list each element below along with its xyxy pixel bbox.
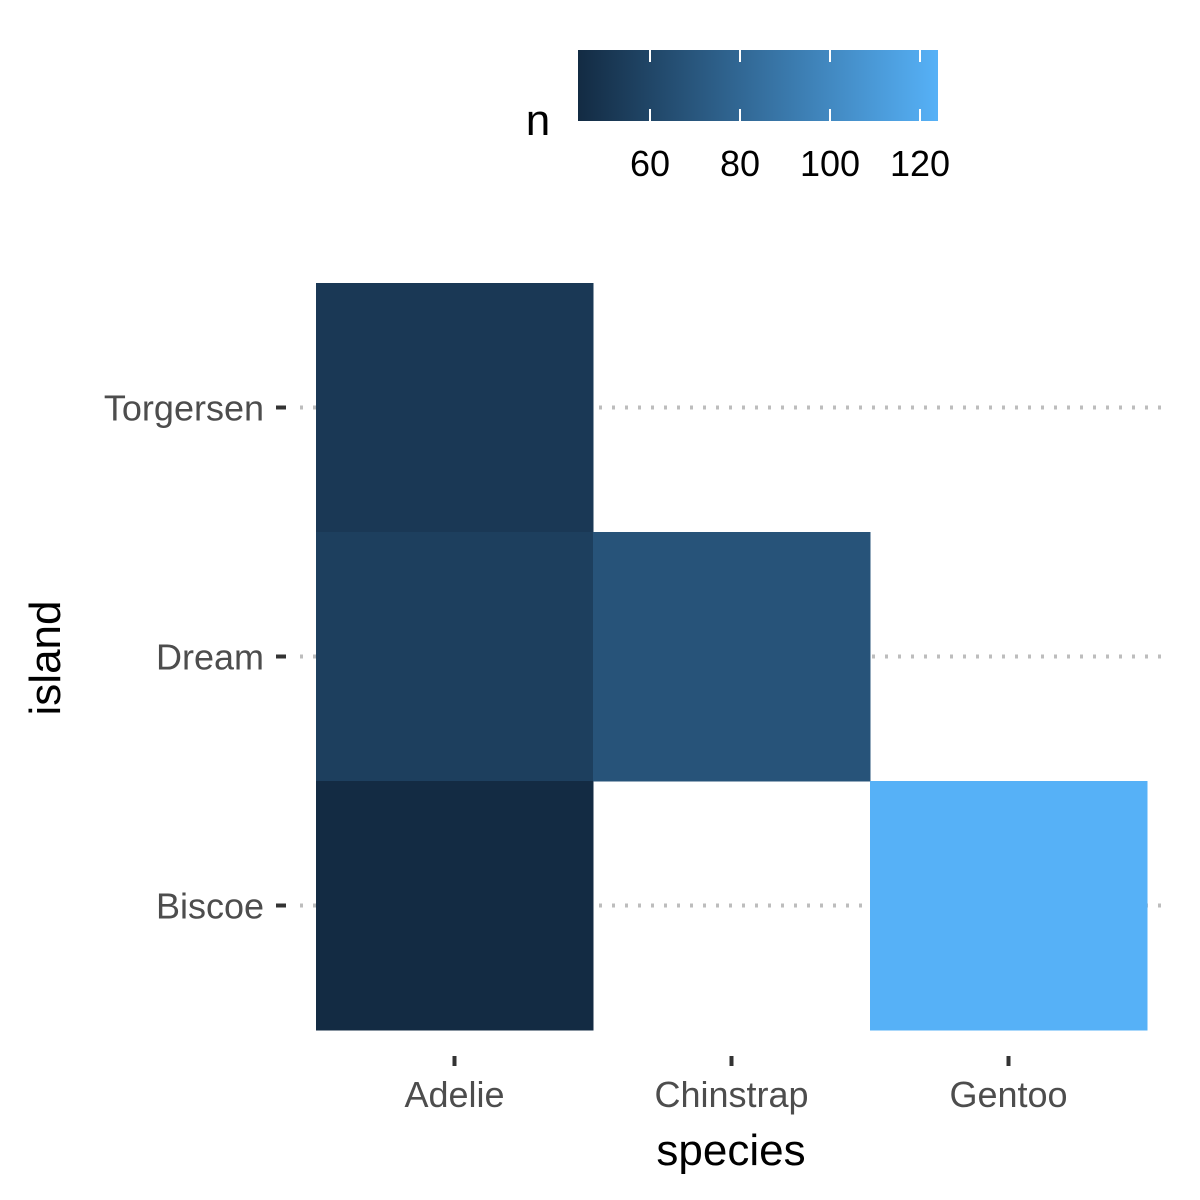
legend-tick-label-80: 80 xyxy=(720,143,760,184)
legend-tick-label-120: 120 xyxy=(890,143,950,184)
legend-ticks: 60 80 100 120 xyxy=(630,50,950,184)
legend-colorbar xyxy=(578,50,938,121)
y-tick-label-torgersen: Torgersen xyxy=(104,388,264,429)
legend-tick-label-100: 100 xyxy=(800,143,860,184)
tile-adelie-dream xyxy=(316,532,594,782)
tile-adelie-biscoe xyxy=(316,781,594,1031)
colorbar-legend: n 60 80 100 120 xyxy=(526,50,950,184)
legend-tick-label-60: 60 xyxy=(630,143,670,184)
legend-title: n xyxy=(526,96,550,145)
tile-chinstrap-dream xyxy=(593,532,871,782)
x-axis-title: species xyxy=(656,1126,805,1175)
y-axis: Biscoe Dream Torgersen xyxy=(104,388,286,927)
y-tick-label-biscoe: Biscoe xyxy=(156,886,264,927)
x-tick-label-adelie: Adelie xyxy=(404,1074,504,1115)
heatmap-tiles xyxy=(316,283,1148,1031)
y-tick-label-dream: Dream xyxy=(156,637,264,678)
tile-adelie-torgersen xyxy=(316,283,594,533)
y-axis-title: island xyxy=(21,601,70,716)
x-tick-label-gentoo: Gentoo xyxy=(949,1074,1067,1115)
x-tick-label-chinstrap: Chinstrap xyxy=(654,1074,808,1115)
tile-gentoo-biscoe xyxy=(870,781,1148,1031)
x-axis: Adelie Chinstrap Gentoo xyxy=(404,1056,1068,1115)
